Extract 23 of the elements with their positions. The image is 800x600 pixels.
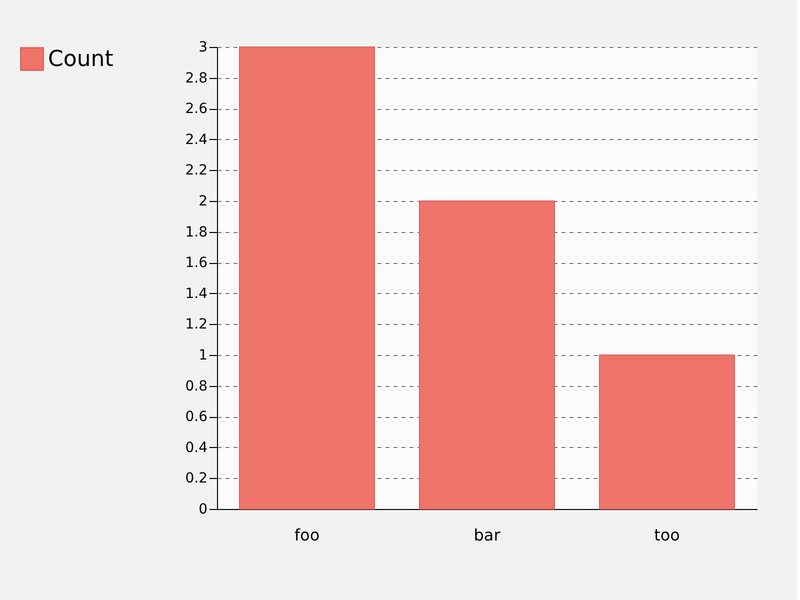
bar bbox=[599, 354, 735, 510]
y-tick-label: 0.6 bbox=[185, 409, 208, 426]
y-tick-label: 2 bbox=[198, 194, 208, 210]
y-tick-label: 1 bbox=[198, 348, 208, 364]
y-tick-label: 2.8 bbox=[185, 70, 208, 86]
bar bbox=[419, 200, 555, 510]
y-tick-label: 3 bbox=[198, 40, 208, 56]
y-tick-label: 0 bbox=[198, 502, 208, 518]
y-tick-label: 0.4 bbox=[185, 440, 208, 456]
x-tick-label: bar bbox=[474, 526, 501, 544]
y-tick-label: 2.4 bbox=[185, 132, 208, 148]
x-tick-label: too bbox=[654, 526, 680, 544]
y-tick-label: 1.6 bbox=[185, 255, 208, 272]
y-tick-label: 1.8 bbox=[185, 224, 208, 240]
bar bbox=[239, 46, 375, 510]
y-tick-label: 1.2 bbox=[185, 316, 208, 333]
y-tick-label: 2.6 bbox=[185, 101, 208, 118]
x-tick-label: foo bbox=[294, 526, 320, 544]
y-tick-label: 0.8 bbox=[185, 378, 208, 394]
legend-label: Count bbox=[48, 47, 114, 72]
y-tick-label: 1.4 bbox=[185, 286, 208, 302]
y-tick-label: 0.2 bbox=[185, 470, 208, 487]
y-tick-label: 2.2 bbox=[185, 162, 208, 179]
